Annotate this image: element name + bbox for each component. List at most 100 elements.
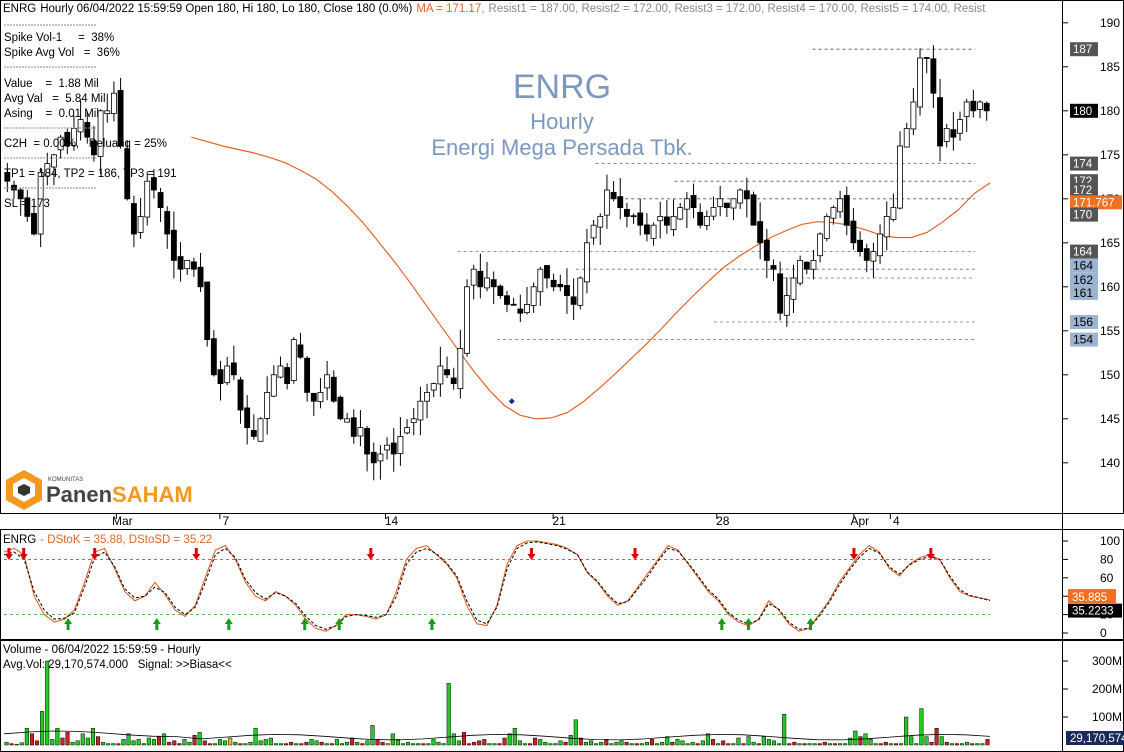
volume-bar (431, 739, 436, 746)
volume-bar (4, 741, 9, 746)
volume-bar (273, 743, 278, 746)
candle-body (983, 102, 990, 112)
level-badge (1070, 195, 1122, 210)
volume-bar (985, 739, 990, 746)
volume-bar (131, 740, 136, 746)
candle-body (743, 190, 750, 200)
sell-arrow-icon (527, 548, 536, 560)
volume-bar (319, 741, 324, 746)
volume-title: Volume - 06/04/2022 15:59:59 - Hourly (3, 644, 201, 656)
volume-bar (893, 743, 899, 746)
time-tick-label: 21 (552, 514, 566, 528)
candle-body (210, 338, 217, 376)
volume-bar (690, 741, 695, 746)
volume-bar (888, 743, 893, 746)
price-tick-label: 150 (1100, 368, 1120, 382)
volume-bar (705, 733, 710, 746)
header-symbol: ENRG Hourly 06/04/2022 15:59:59 Open 180,… (3, 3, 986, 15)
volume-bar (172, 740, 177, 746)
ma-line (191, 136, 991, 420)
level-badge-label: 164 (1073, 259, 1093, 273)
price-tick-label: 145 (1100, 412, 1120, 426)
candle-body (217, 369, 224, 384)
volume-bar (284, 743, 289, 746)
candle-body (757, 221, 764, 244)
volume-bar (756, 743, 761, 746)
price-tick-label: 185 (1100, 60, 1120, 74)
candle-body (670, 215, 677, 230)
candle-body (397, 435, 404, 454)
volume-bar (217, 739, 223, 746)
candle-body (630, 215, 637, 218)
watermark-interval: Hourly (530, 109, 594, 134)
level-badge-label: 156 (1073, 315, 1093, 329)
volume-bar (716, 743, 721, 746)
level-badge (1070, 207, 1098, 222)
sell-arrow-icon (849, 548, 858, 560)
candle-body (197, 266, 204, 288)
volume-bar (192, 734, 197, 746)
candle-body (410, 418, 417, 424)
candle-body (537, 268, 544, 293)
volume-bar (345, 741, 350, 746)
volume-bar (248, 741, 253, 746)
volume-bar (406, 741, 411, 746)
candle-body (823, 215, 830, 239)
candle-body (464, 286, 470, 354)
volume-bar (660, 741, 665, 746)
volume-bar (446, 683, 451, 746)
volume-bar (238, 743, 243, 746)
volume-bar (502, 737, 507, 746)
price-tick-label: 190 (1100, 16, 1120, 30)
volume-bar (101, 741, 106, 746)
candle-body (250, 430, 257, 437)
buy-arrow-icon (717, 618, 726, 630)
volume-bar (802, 743, 807, 746)
candle-body (157, 192, 164, 208)
watermark-company: Energi Mega Persada Tbk. (431, 135, 692, 160)
volume-bar (822, 741, 827, 746)
volume-bar (731, 743, 736, 746)
price-tick-label: 160 (1100, 280, 1120, 294)
candle-body (623, 208, 630, 217)
volume-bar (792, 741, 797, 746)
candle-body (737, 189, 744, 204)
candle-body (730, 198, 737, 209)
candle-body (510, 303, 517, 306)
candle-body (324, 374, 331, 389)
candle-body (257, 418, 264, 442)
volume-bar (980, 743, 985, 746)
candle-body (17, 189, 24, 200)
level-badge-label: 172 (1073, 185, 1092, 197)
candle-body (857, 239, 864, 253)
volume-bar (223, 740, 228, 746)
candle-body (677, 207, 684, 220)
volume-bar (75, 740, 80, 746)
resistance-lines (457, 48, 976, 341)
volume-bar (350, 737, 355, 746)
candle-body (144, 180, 151, 218)
volume-bar (80, 733, 85, 746)
volume-bar (858, 736, 863, 746)
volume-bar (9, 743, 14, 746)
level-badge (1070, 42, 1098, 57)
candle-body (697, 211, 704, 226)
level-badge (1070, 156, 1098, 171)
candle-body (710, 207, 717, 217)
stat-value: Value = 1.88 Mil (4, 78, 99, 90)
volume-bar (929, 741, 934, 746)
volume-bar (472, 741, 477, 746)
candle-body (130, 203, 137, 235)
volume-bar (390, 733, 395, 746)
volume-bar (146, 737, 151, 746)
candle-body (683, 198, 690, 210)
candle-body (377, 453, 384, 462)
volume-bar (553, 743, 558, 746)
volume-bar (65, 732, 70, 746)
time-tick-label: Mar (112, 514, 133, 528)
volume-tick-label: 200M (1092, 682, 1122, 696)
volume-bar (782, 713, 787, 746)
candle-body (564, 285, 570, 297)
volume-bar (594, 743, 599, 746)
level-badge (1070, 315, 1098, 329)
